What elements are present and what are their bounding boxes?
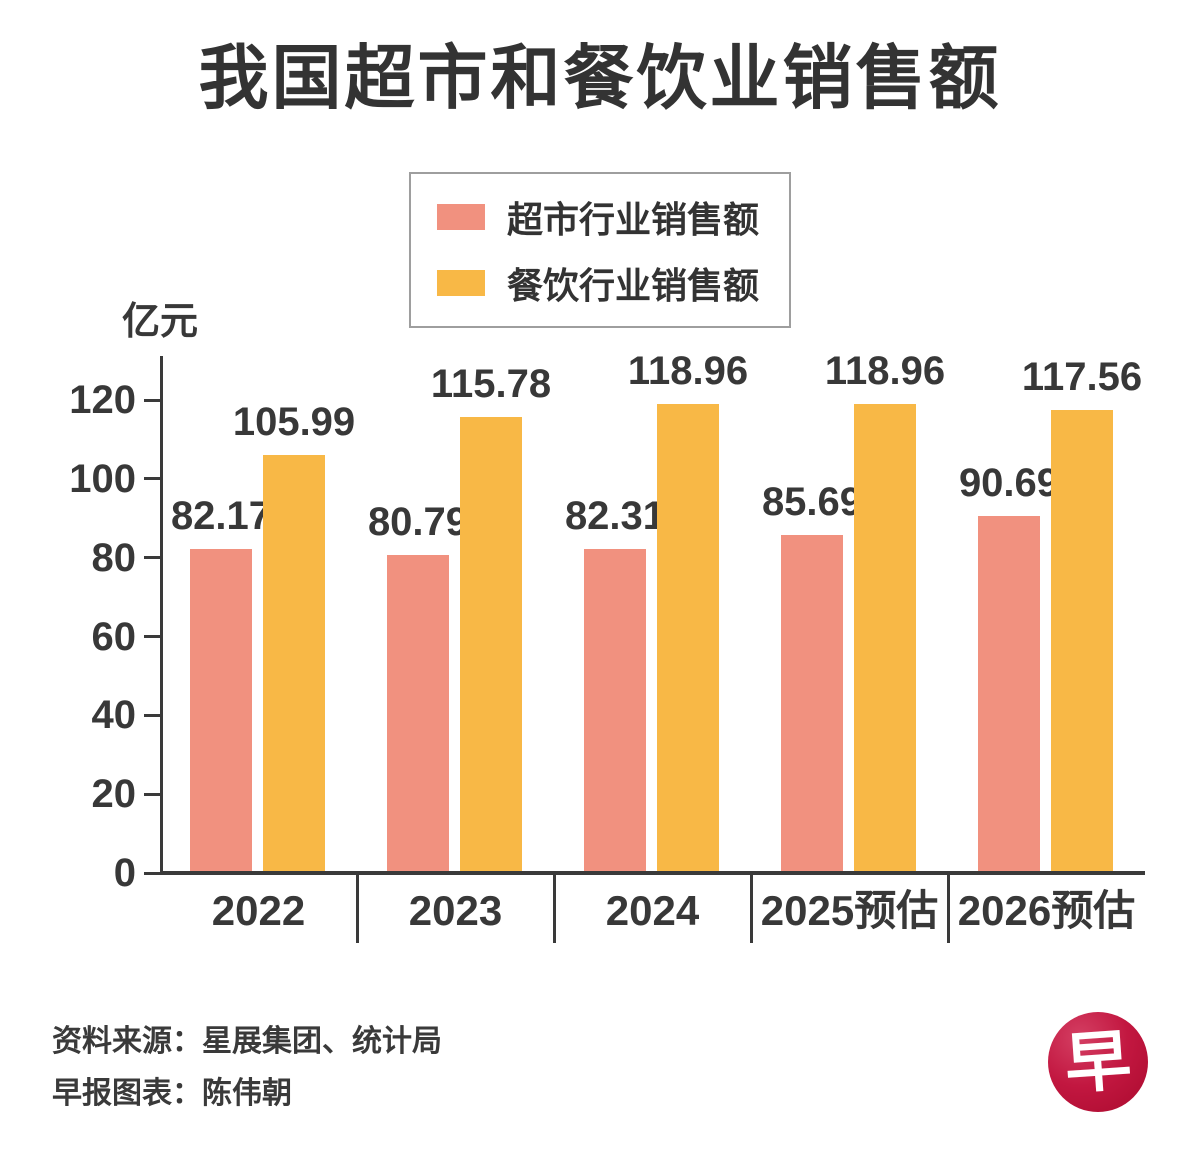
y-tick-label-120: 120 xyxy=(69,378,136,422)
legend-item-0: 超市行业销售额 xyxy=(436,191,760,243)
chart-title: 我国超市和餐饮业销售额 xyxy=(198,39,1002,117)
legend-label-1: 餐饮行业销售额 xyxy=(506,265,760,306)
x-axis-separator-2 xyxy=(552,871,556,943)
footer: 资料来源：星展集团、统计局 早报图表：陈伟朝 xyxy=(52,1016,442,1120)
x-category-label-2022: 2022 xyxy=(211,887,306,934)
bar-series1-2026预估 xyxy=(1051,409,1113,873)
y-tick-mark-20 xyxy=(144,792,160,796)
y-tick-label-60: 60 xyxy=(91,614,137,659)
y-axis-line xyxy=(160,356,163,875)
bar-series0-2026预估 xyxy=(978,515,1040,873)
y-tick-mark-120 xyxy=(144,398,160,402)
bar-value-label-series1-2025预估: 118.96 xyxy=(824,349,946,394)
x-axis-line xyxy=(160,871,1145,875)
bar-value-label-series0-2026预估: 90.69 xyxy=(958,460,1060,505)
y-tick-label-40: 40 xyxy=(91,693,137,738)
x-category-label-2024: 2024 xyxy=(605,887,700,934)
legend-swatch-1 xyxy=(436,270,485,296)
x-category-label-2026预估: 2026预估 xyxy=(957,887,1136,934)
y-axis-unit-label: 亿元 xyxy=(122,301,199,343)
x-axis-separator-4 xyxy=(946,871,950,943)
x-category-label-2023: 2023 xyxy=(408,887,503,934)
y-tick-mark-60 xyxy=(144,635,160,638)
bar-series1-2025预估 xyxy=(854,404,916,873)
bar-value-label-series1-2026预估: 117.56 xyxy=(1021,354,1143,399)
legend: 超市行业销售额 餐饮行业销售额 xyxy=(408,172,792,328)
y-tick-label-20: 20 xyxy=(91,772,137,817)
bar-value-label-series0-2022: 82.17 xyxy=(170,494,272,539)
bar-value-label-series1-2022: 105.99 xyxy=(232,400,356,445)
legend-swatch-0 xyxy=(436,204,485,230)
bar-value-label-series0-2023: 80.79 xyxy=(367,499,469,544)
bar-series0-2024 xyxy=(584,548,646,873)
y-tick-mark-80 xyxy=(144,556,160,560)
source-line: 资料来源：星展集团、统计局 xyxy=(52,1025,442,1058)
bar-series1-2023 xyxy=(460,416,522,873)
x-category-label-2025预估: 2025预估 xyxy=(760,887,939,934)
y-tick-mark-40 xyxy=(144,713,160,717)
bar-series1-2024 xyxy=(657,404,719,873)
y-tick-label-80: 80 xyxy=(91,535,137,580)
bar-series0-2023 xyxy=(387,554,449,873)
bar-value-label-series0-2024: 82.31 xyxy=(564,493,666,538)
x-axis-separator-3 xyxy=(749,871,753,943)
y-tick-label-100: 100 xyxy=(69,456,136,501)
legend-label-0: 超市行业销售额 xyxy=(506,199,760,240)
bar-series0-2025预估 xyxy=(781,535,843,873)
x-axis-separator-1 xyxy=(355,871,359,943)
bar-series1-2022 xyxy=(263,455,325,873)
bar-value-label-series1-2024: 118.96 xyxy=(627,349,749,394)
zaobao-logo-glyph: 早 xyxy=(1062,1022,1134,1102)
bar-value-label-series0-2025预估: 85.69 xyxy=(761,480,863,525)
legend-item-1: 餐饮行业销售额 xyxy=(436,257,760,309)
y-tick-label-0: 0 xyxy=(113,851,136,895)
zaobao-logo: 早 xyxy=(1048,1012,1148,1112)
y-tick-mark-100 xyxy=(144,477,160,481)
bar-value-label-series1-2023: 115.78 xyxy=(430,361,552,406)
bar-series0-2022 xyxy=(190,549,252,873)
y-tick-mark-0 xyxy=(144,871,160,875)
credit-line: 早报图表：陈伟朝 xyxy=(52,1077,292,1110)
